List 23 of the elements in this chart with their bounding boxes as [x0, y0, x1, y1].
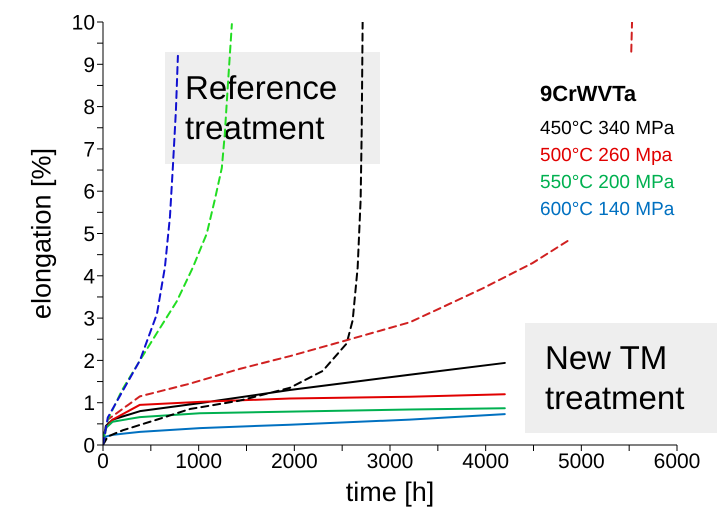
y-tick-label: 10 [72, 11, 95, 34]
y-tick-label: 1 [83, 392, 95, 416]
annotation: Reference treatment [185, 68, 338, 148]
y-tick-label: 2 [83, 350, 95, 373]
y-tick-label: 8 [83, 96, 95, 120]
x-tick-label: 6000 [654, 450, 700, 473]
annotation: New TM treatment [545, 338, 686, 418]
y-tick-label: 9 [83, 54, 95, 77]
x-tick-label: 5000 [558, 450, 605, 473]
y-tick-label: 4 [83, 265, 96, 288]
y-tick-label: 6 [83, 180, 95, 204]
x-axis-title: time [h] [346, 477, 434, 507]
x-tick-label: 2000 [270, 450, 318, 473]
y-tick-label: 3 [83, 308, 95, 331]
line-series [103, 54, 179, 445]
y-tick-label: 7 [83, 138, 95, 162]
x-tick-label: 3000 [366, 450, 414, 473]
x-tick-label: 4000 [462, 450, 510, 473]
y-axis-title: elongation [%] [26, 148, 57, 320]
y-tick-label: 0 [83, 434, 95, 458]
x-tick-label: 1000 [175, 450, 222, 473]
legend-title: 9CrWVTa [540, 80, 638, 107]
y-tick-label: 5 [83, 222, 95, 246]
